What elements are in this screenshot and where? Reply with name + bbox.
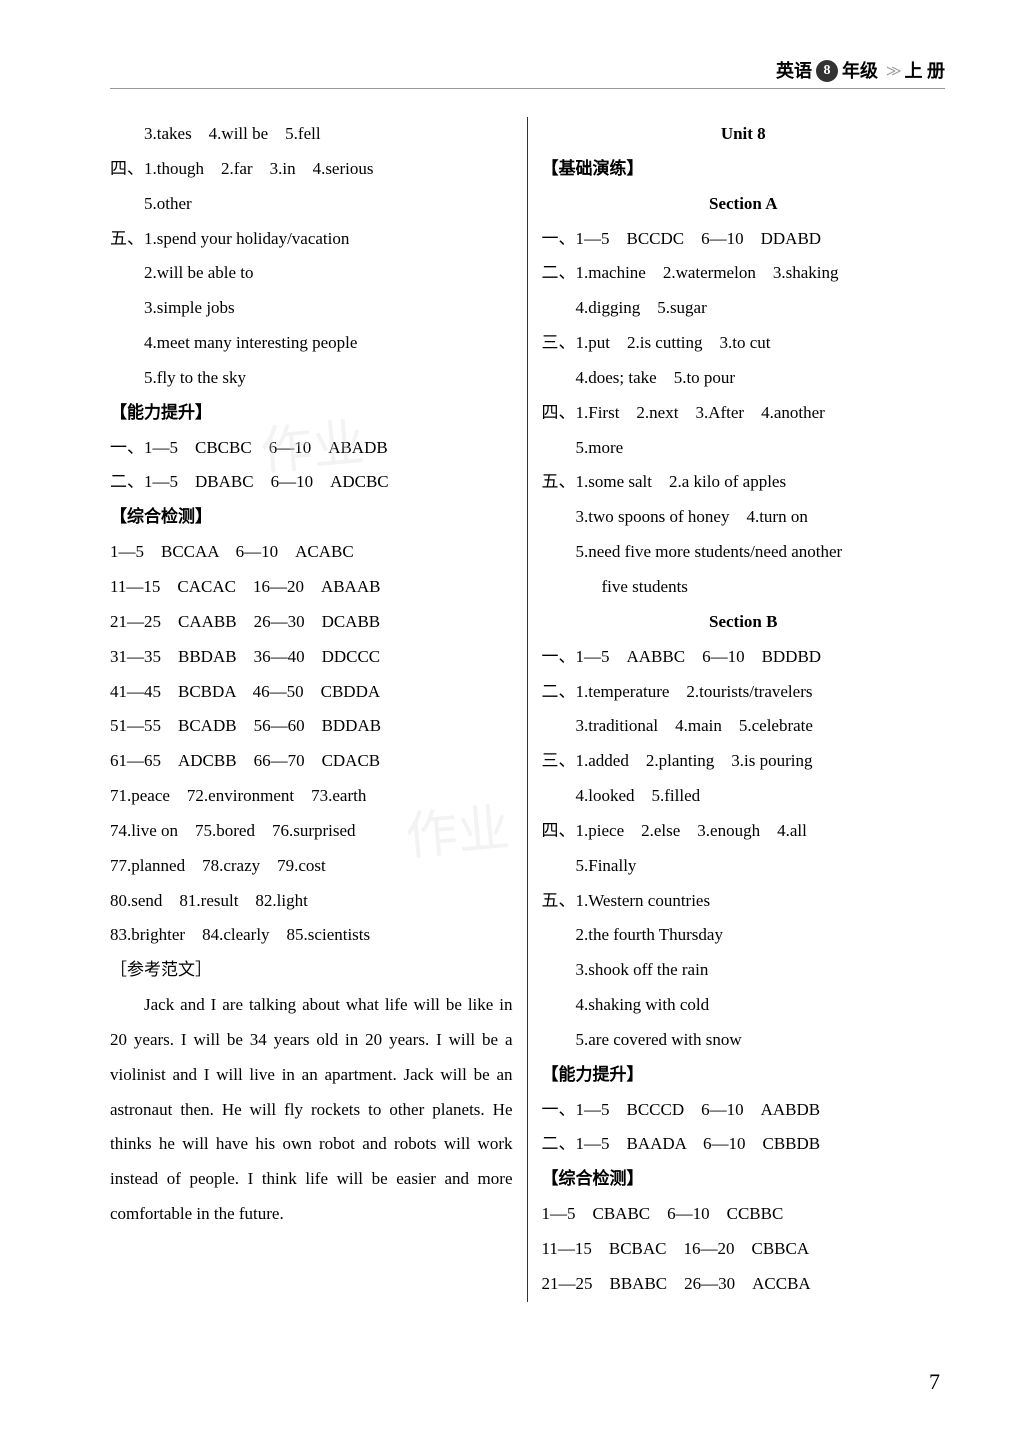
answer-line: 二、1—5 DBABC 6—10 ADCBC [110,465,513,500]
answer-line: 31—35 BBDAB 36—40 DDCCC [110,640,513,675]
answer-line: 1—5 BCCAA 6—10 ACABC [110,535,513,570]
section-title: Section B [542,605,946,640]
answer-line: 3.shook off the rain [542,953,946,988]
answer-line: 二、1.machine 2.watermelon 3.shaking [542,256,946,291]
page-number: 7 [929,1369,940,1395]
answer-line: 2.will be able to [110,256,513,291]
answer-line: 4.looked 5.filled [542,779,946,814]
answer-line: 4.digging 5.sugar [542,291,946,326]
section-header: 【能力提升】 [110,396,513,431]
grade-suffix: 年级 [842,62,878,80]
page-container: 英语 8 年级 >> 上 册 3.takes 4.will be 5.fell … [0,0,1020,1352]
answer-line: 5.Finally [542,849,946,884]
answer-line: 21—25 BBABC 26—30 ACCBA [542,1267,946,1302]
answer-line: 61—65 ADCBB 66—70 CDACB [110,744,513,779]
answer-line: 4.shaking with cold [542,988,946,1023]
answer-line: 4.meet many interesting people [110,326,513,361]
answer-line: 77.planned 78.crazy 79.cost [110,849,513,884]
answer-line: 74.live on 75.bored 76.surprised [110,814,513,849]
section-header: 【基础演练】 [542,152,946,187]
answer-line: 41—45 BCBDA 46—50 CBDDA [110,675,513,710]
answer-line: 3.takes 4.will be 5.fell [110,117,513,152]
volume-label: 上 册 [905,62,946,80]
answer-line: 5.other [110,187,513,222]
answer-line: ［参考范文］ [110,953,513,988]
answer-line: 四、1.piece 2.else 3.enough 4.all [542,814,946,849]
header-text: 英语 8 年级 >> 上 册 [776,60,945,82]
sample-essay: Jack and I are talking about what life w… [110,988,513,1232]
answer-line: 一、1—5 BCCDC 6—10 DDABD [542,222,946,257]
answer-line: 80.send 81.result 82.light [110,884,513,919]
answer-line: 11—15 CACAC 16—20 ABAAB [110,570,513,605]
answer-line: 一、1—5 BCCCD 6—10 AABDB [542,1093,946,1128]
answer-line: 二、1—5 BAADA 6—10 CBBDB [542,1127,946,1162]
answer-line: 5.more [542,431,946,466]
answer-line: 五、1.some salt 2.a kilo of apples [542,465,946,500]
answer-line: 83.brighter 84.clearly 85.scientists [110,918,513,953]
answer-line: 2.the fourth Thursday [542,918,946,953]
answer-line: 二、1.temperature 2.tourists/travelers [542,675,946,710]
answer-line: 四、1.First 2.next 3.After 4.another [542,396,946,431]
answer-line: 三、1.put 2.is cutting 3.to cut [542,326,946,361]
answer-line: 1—5 CBABC 6—10 CCBBC [542,1197,946,1232]
subject-label: 英语 [776,62,812,80]
section-header: 【能力提升】 [542,1058,946,1093]
answer-line: 5.need five more students/need another [542,535,946,570]
two-column-layout: 3.takes 4.will be 5.fell 四、1.though 2.fa… [110,117,945,1302]
answer-line: 5.are covered with snow [542,1023,946,1058]
section-header: 【综合检测】 [110,500,513,535]
page-header: 英语 8 年级 >> 上 册 [110,60,945,89]
answer-line: 一、1—5 AABBC 6—10 BDDBD [542,640,946,675]
answer-line: 3.simple jobs [110,291,513,326]
answer-line: 五、1.spend your holiday/vacation [110,222,513,257]
answer-line: 5.fly to the sky [110,361,513,396]
answer-line: five students [542,570,946,605]
answer-line: 3.two spoons of honey 4.turn on [542,500,946,535]
answer-line: 4.does; take 5.to pour [542,361,946,396]
answer-line: 三、1.added 2.planting 3.is pouring [542,744,946,779]
answer-line: 71.peace 72.environment 73.earth [110,779,513,814]
section-title: Section A [542,187,946,222]
left-column: 3.takes 4.will be 5.fell 四、1.though 2.fa… [110,117,528,1302]
section-header: 【综合检测】 [542,1162,946,1197]
answer-line: 四、1.though 2.far 3.in 4.serious [110,152,513,187]
answer-line: 五、1.Western countries [542,884,946,919]
chevron-icon: >> [886,62,897,80]
right-column: Unit 8 【基础演练】 Section A 一、1—5 BCCDC 6—10… [528,117,946,1302]
answer-line: 一、1—5 CBCBC 6—10 ABADB [110,431,513,466]
unit-title: Unit 8 [542,117,946,152]
answer-line: 3.traditional 4.main 5.celebrate [542,709,946,744]
answer-line: 51—55 BCADB 56—60 BDDAB [110,709,513,744]
grade-number-badge: 8 [816,60,838,82]
answer-line: 11—15 BCBAC 16—20 CBBCA [542,1232,946,1267]
answer-line: 21—25 CAABB 26—30 DCABB [110,605,513,640]
